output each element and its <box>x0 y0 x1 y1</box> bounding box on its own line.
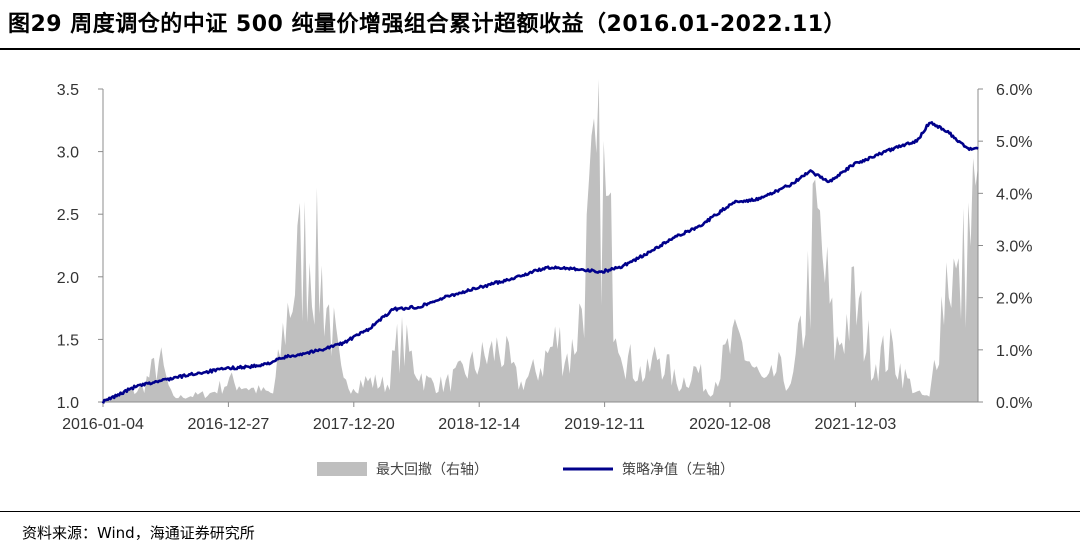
legend: 最大回撤（右轴） 策略净值（左轴） <box>317 461 734 478</box>
net-value-line-layer <box>101 121 979 404</box>
y-right-tick-label: 4.0% <box>996 186 1032 203</box>
y-right-tick-label: 0.0% <box>996 395 1032 412</box>
y-left-tick-label: 2.0 <box>57 270 79 287</box>
drawdown-area <box>103 79 978 402</box>
title-divider <box>0 48 1080 50</box>
axis-layer: 1.0 1.5 2.0 2.5 3.0 3.5 0.0% 1.0% 2.0% 3.0% 4.0% 5.… <box>57 82 1033 433</box>
x-tick-label: 2016-01-04 <box>62 416 144 433</box>
y-right-tick-label: 5.0% <box>996 134 1032 151</box>
x-tick-label: 2020-12-08 <box>689 416 771 433</box>
x-tick-label: 2018-12-14 <box>438 416 520 433</box>
x-tick-label: 2016-12-27 <box>187 416 269 433</box>
legend-label-net-value: 策略净值（左轴） <box>622 461 734 478</box>
legend-swatch-drawdown <box>317 462 367 476</box>
y-right-tick-label: 3.0% <box>996 239 1032 256</box>
footer-divider <box>0 511 1080 512</box>
source-note: 资料来源：Wind，海通证券研究所 <box>22 524 255 542</box>
net-value-line <box>101 121 979 404</box>
y-right-tick-label: 1.0% <box>996 343 1032 360</box>
y-left-tick-label: 2.5 <box>57 207 79 224</box>
y-left-tick-label: 3.5 <box>57 82 79 99</box>
y-left-tick-label: 3.0 <box>57 145 79 162</box>
chart-title: 图29 周度调仓的中证 500 纯量价增强组合累计超额收益（2016.01-20… <box>8 12 847 37</box>
y-left-tick-label: 1.0 <box>57 395 79 412</box>
x-tick-label: 2021-12-03 <box>814 416 896 433</box>
x-tick-label: 2017-12-20 <box>313 416 395 433</box>
y-left-tick-label: 1.5 <box>57 332 79 349</box>
x-tick-label: 2019-12-11 <box>564 416 645 433</box>
drawdown-area-layer <box>103 79 978 402</box>
y-right-tick-label: 6.0% <box>996 82 1032 99</box>
y-right-tick-label: 2.0% <box>996 291 1032 308</box>
legend-label-drawdown: 最大回撤（右轴） <box>376 462 488 478</box>
